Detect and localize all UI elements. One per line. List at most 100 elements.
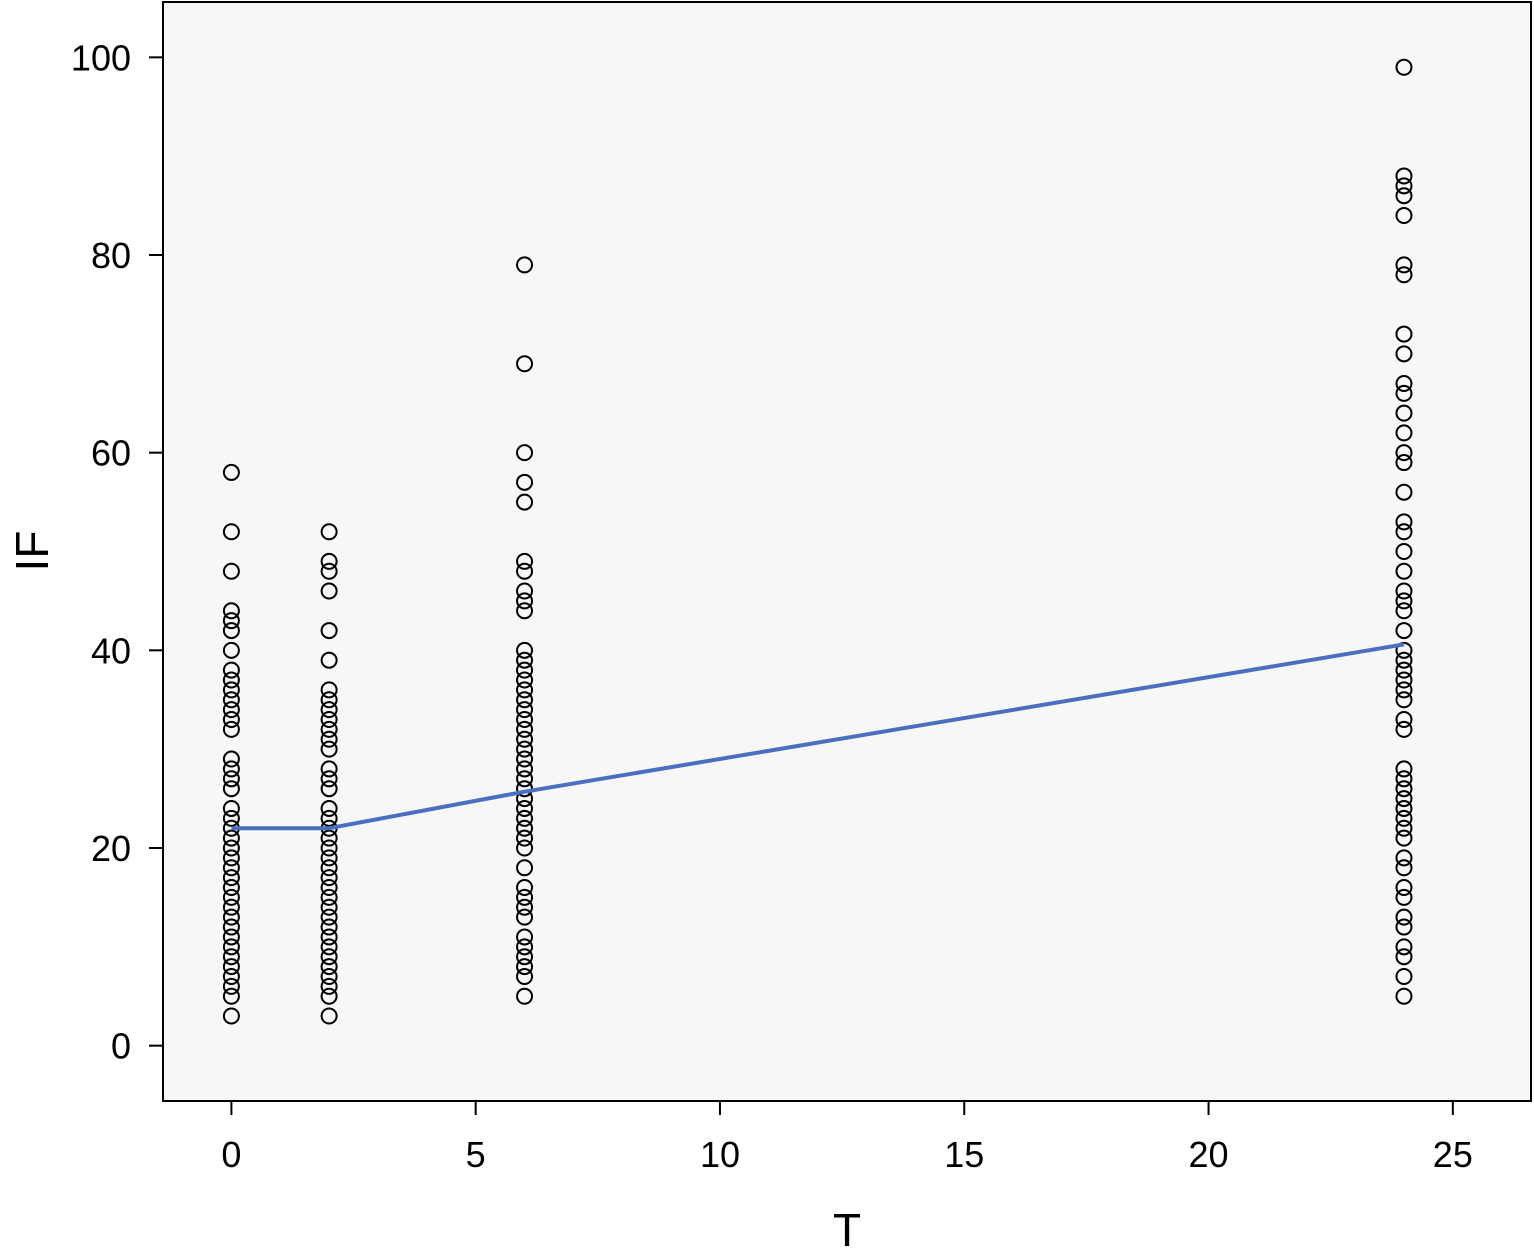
data-point [320, 938, 338, 956]
data-point [222, 809, 240, 827]
x-tick-label: 15 [944, 1134, 984, 1175]
data-point [320, 839, 338, 857]
data-point [516, 473, 534, 491]
data-point [320, 967, 338, 985]
data-point [1395, 592, 1413, 610]
data-point [320, 760, 338, 778]
data-point [1395, 187, 1413, 205]
data-points [222, 58, 1413, 1025]
data-point [222, 829, 240, 847]
data-point [1395, 938, 1413, 956]
data-point [222, 671, 240, 689]
data-point [320, 958, 338, 976]
y-tick-label: 0 [111, 1026, 131, 1067]
data-point [320, 898, 338, 916]
data-point [1395, 691, 1413, 709]
data-point [222, 839, 240, 857]
data-point [1395, 206, 1413, 224]
data-point [320, 562, 338, 580]
data-point [516, 987, 534, 1005]
data-point [1395, 444, 1413, 462]
data-point [516, 562, 534, 580]
y-tick-label: 40 [91, 630, 131, 671]
data-point [516, 641, 534, 659]
data-point [222, 908, 240, 926]
data-point [516, 661, 534, 679]
data-point [320, 691, 338, 709]
data-point [516, 829, 534, 847]
data-point [1395, 454, 1413, 472]
data-point [1395, 681, 1413, 699]
data-point [320, 888, 338, 906]
data-point [222, 750, 240, 768]
data-point [516, 770, 534, 788]
data-point [222, 691, 240, 709]
y-axis-title: IF [6, 531, 58, 572]
data-point [222, 898, 240, 916]
data-point [1395, 780, 1413, 798]
data-point [320, 711, 338, 729]
data-point [1395, 325, 1413, 343]
data-point [222, 622, 240, 640]
data-point [516, 355, 534, 373]
data-point [320, 651, 338, 669]
data-point [222, 523, 240, 541]
data-point [1395, 819, 1413, 837]
data-point [222, 701, 240, 719]
data-point [1395, 888, 1413, 906]
data-point [1395, 424, 1413, 442]
data-point [320, 582, 338, 600]
data-point [516, 552, 534, 570]
data-point [516, 750, 534, 768]
data-point [1395, 720, 1413, 738]
data-point [516, 730, 534, 748]
data-point [516, 602, 534, 620]
data-point [516, 691, 534, 709]
data-point [516, 928, 534, 946]
data-point [222, 463, 240, 481]
data-point [516, 671, 534, 689]
data-point [320, 1007, 338, 1025]
data-point [222, 760, 240, 778]
data-point [1395, 651, 1413, 669]
data-point [1395, 602, 1413, 620]
data-point [222, 958, 240, 976]
data-point [516, 958, 534, 976]
data-point [320, 552, 338, 570]
y-tick-label: 100 [71, 37, 131, 78]
data-point [516, 879, 534, 897]
data-point [1395, 543, 1413, 560]
data-point [222, 928, 240, 946]
data-point [1395, 829, 1413, 847]
data-point [516, 256, 534, 274]
data-point [1395, 384, 1413, 402]
data-point [1395, 809, 1413, 827]
data-point [320, 859, 338, 877]
data-point [1395, 908, 1413, 926]
data-point [1395, 711, 1413, 729]
data-point [222, 987, 240, 1005]
x-tick-label: 5 [466, 1134, 486, 1175]
data-point [222, 888, 240, 906]
data-point [516, 651, 534, 669]
data-point [222, 938, 240, 956]
data-point [516, 799, 534, 817]
x-tick-label: 25 [1433, 1134, 1473, 1175]
data-point [320, 720, 338, 738]
data-point [1395, 770, 1413, 788]
data-point [320, 681, 338, 699]
data-point [222, 977, 240, 995]
data-point [320, 928, 338, 946]
data-point [1395, 177, 1413, 195]
x-axis-title: T [833, 1204, 861, 1256]
data-point [1395, 948, 1413, 966]
data-point [1395, 879, 1413, 897]
data-point [1395, 582, 1413, 600]
data-point [1395, 256, 1413, 274]
data-point [320, 701, 338, 719]
data-point [222, 780, 240, 798]
data-point [1395, 859, 1413, 877]
data-point [1395, 58, 1413, 76]
data-point [516, 592, 534, 610]
